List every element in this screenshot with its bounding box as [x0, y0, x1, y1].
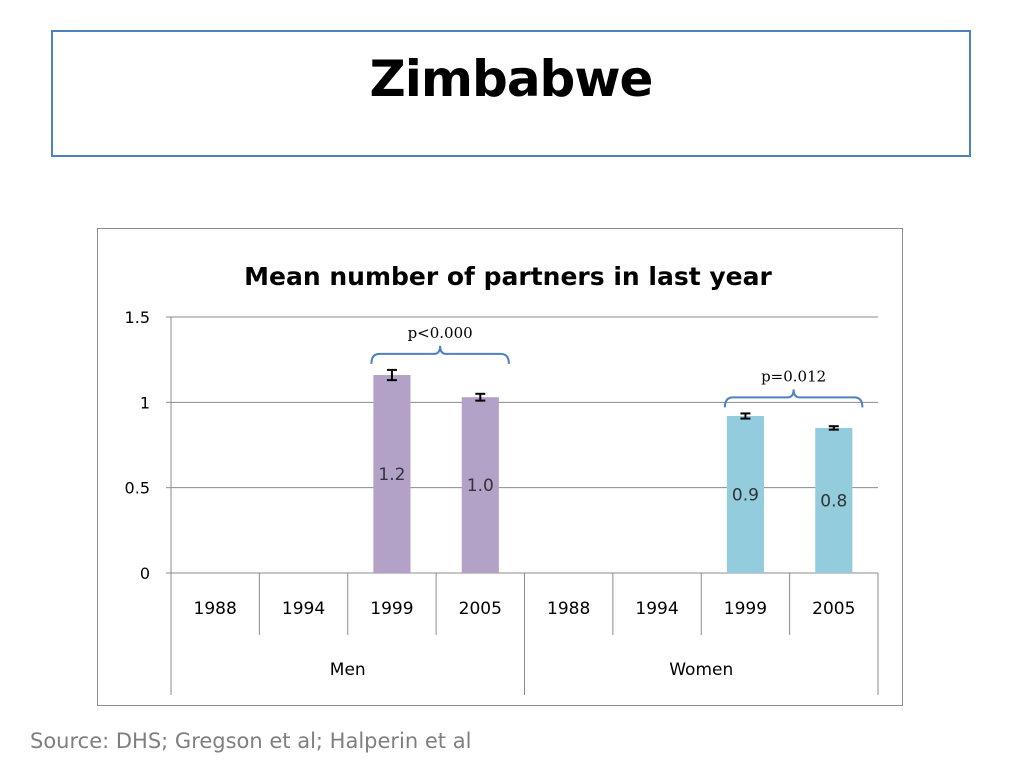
data-label: 0.8	[820, 491, 847, 511]
chart-title: Mean number of partners in last year	[244, 262, 772, 291]
x-tick-label: 2005	[459, 599, 502, 619]
chart-frame: Mean number of partners in last year 0 0.5…	[97, 228, 903, 706]
group-label: Men	[330, 660, 366, 680]
source-note: Source: DHS; Gregson et al; Halperin et …	[30, 729, 472, 753]
data-label: 0.9	[732, 485, 759, 505]
y-tick-label: 1.5	[125, 308, 150, 327]
slide-title-box: Zimbabwe	[51, 30, 971, 157]
group-label: Women	[669, 660, 733, 680]
y-tick-label: 0.5	[125, 479, 150, 498]
y-tick-label: 0	[140, 564, 150, 583]
data-label: 1.2	[378, 465, 405, 485]
bar	[726, 415, 764, 573]
x-tick-label: 1999	[724, 599, 767, 619]
x-tick-label: 1988	[547, 599, 590, 619]
data-label: 1.0	[467, 476, 494, 496]
y-tick-label: 1	[140, 393, 150, 412]
bar	[461, 397, 499, 573]
significance-bracket	[370, 345, 510, 364]
x-tick-label: 1999	[370, 599, 413, 619]
significance-label: p=0.012	[761, 367, 826, 385]
slide-title: Zimbabwe	[369, 50, 654, 108]
x-tick-label: 1988	[194, 599, 237, 619]
bar	[815, 427, 853, 573]
significance-label: p<0.000	[408, 324, 473, 342]
bar	[373, 375, 411, 573]
bar-chart: Mean number of partners in last year 0 0.5…	[125, 262, 879, 695]
x-tick-label: 2005	[812, 599, 855, 619]
x-tick-label: 1994	[635, 599, 678, 619]
significance-bracket	[723, 389, 864, 408]
x-tick-label: 1994	[282, 599, 325, 619]
